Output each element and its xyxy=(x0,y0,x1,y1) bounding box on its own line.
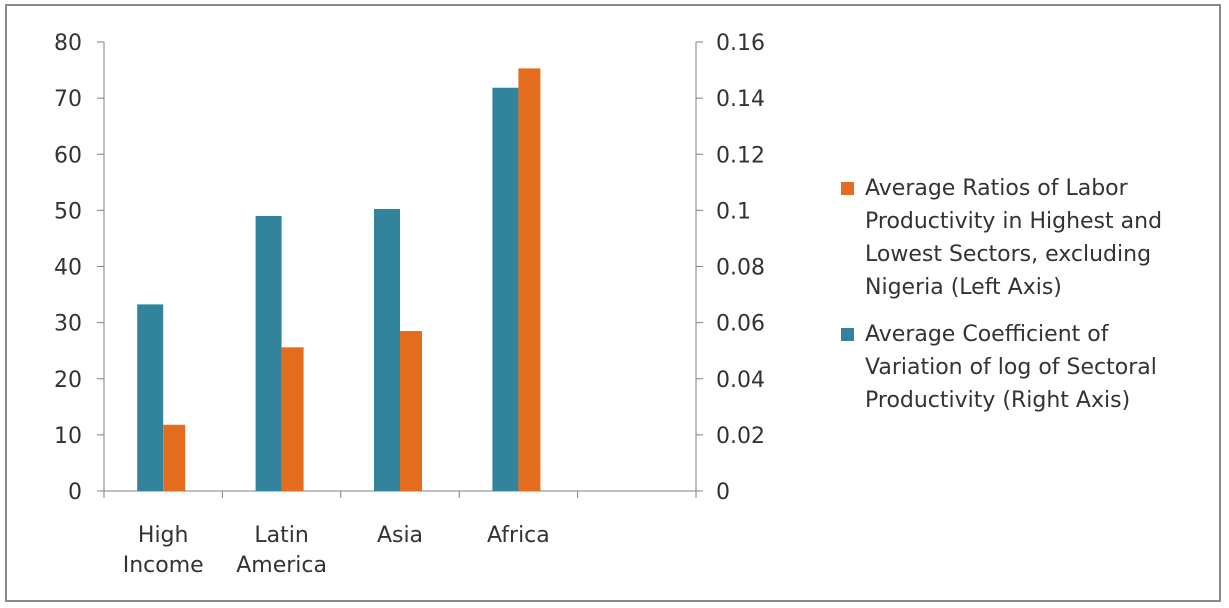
left-tick-label: 70 xyxy=(54,87,82,112)
bar-coefficient xyxy=(137,304,164,491)
left-tick-label: 30 xyxy=(54,312,82,337)
legend-item-labor-ratio: Average Ratios of Labor Productivity in … xyxy=(841,172,1221,304)
right-tick-label: 0.04 xyxy=(716,368,765,393)
left-tick-label: 50 xyxy=(54,199,82,224)
bar-labor-ratio xyxy=(400,331,422,491)
right-tick-label: 0.02 xyxy=(716,424,765,449)
category-label: Africa xyxy=(487,523,550,548)
bar-labor-ratio xyxy=(281,347,304,491)
right-tick-label: 0.08 xyxy=(716,256,765,281)
bar-labor-ratio xyxy=(518,68,541,491)
right-tick-label: 0.14 xyxy=(716,87,765,112)
left-tick-label: 80 xyxy=(54,31,82,56)
category-label: America xyxy=(236,553,327,578)
legend-swatch-teal xyxy=(841,328,854,341)
legend-label-coefficient: Average Coefficient of Variation of log … xyxy=(865,322,1157,413)
left-tick-label: 20 xyxy=(54,368,82,393)
legend-item-coefficient: Average Coefficient of Variation of log … xyxy=(841,318,1221,417)
left-tick-label: 10 xyxy=(54,424,82,449)
right-tick-label: 0.1 xyxy=(716,199,751,224)
category-label: Latin xyxy=(254,523,308,548)
left-tick-label: 60 xyxy=(54,143,82,168)
left-tick-label: 40 xyxy=(54,256,82,281)
right-tick-label: 0.06 xyxy=(716,312,765,337)
category-label: Asia xyxy=(377,523,423,548)
bar-coefficient xyxy=(255,215,282,492)
legend-label-labor-ratio: Average Ratios of Labor Productivity in … xyxy=(865,176,1163,300)
right-tick-label: 0 xyxy=(716,480,730,505)
chart-frame: 0 10 20 30 40 50 60 70 80 0 0.02 0.04 0.06 0.08 0.1 0.1… xyxy=(5,4,1221,602)
bar-labor-ratio xyxy=(163,424,186,491)
right-tick-label: 0.12 xyxy=(716,143,765,168)
right-tick-label: 0.16 xyxy=(716,31,765,56)
bar-coefficient xyxy=(492,87,519,491)
bar-chart: 0 10 20 30 40 50 60 70 80 0 0.02 0.04 0.06 0.08 0.1 0.1… xyxy=(54,31,765,578)
category-label: Income xyxy=(123,553,204,578)
legend-swatch-orange xyxy=(841,182,854,195)
left-tick-label: 0 xyxy=(68,480,82,505)
legend: Average Ratios of Labor Productivity in … xyxy=(841,172,1221,431)
category-label: High xyxy=(138,523,189,548)
bar-coefficient xyxy=(374,208,400,492)
